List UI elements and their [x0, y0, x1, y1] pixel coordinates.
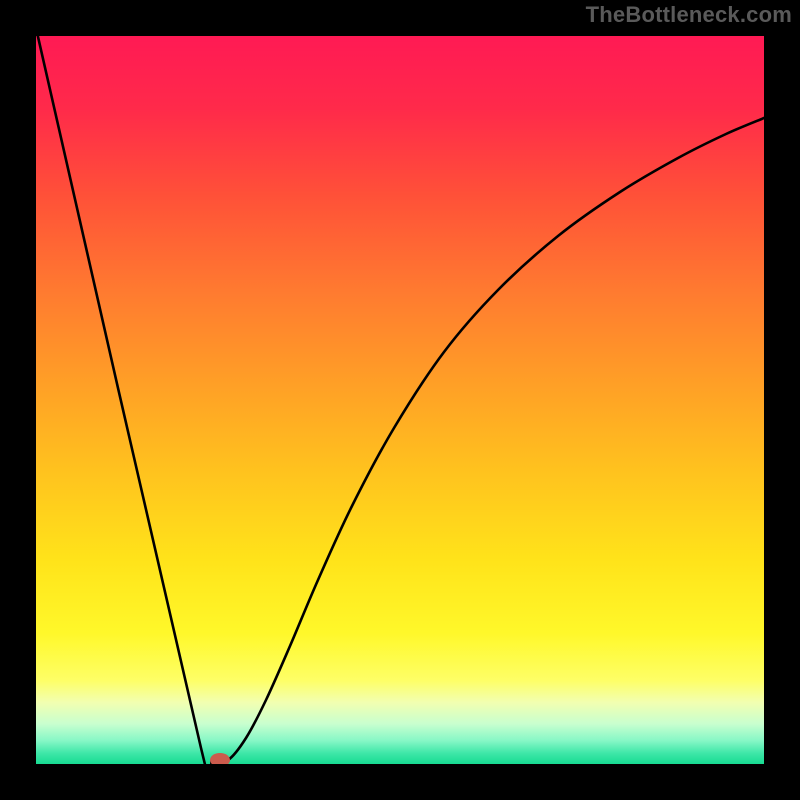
chart-container: TheBottleneck.com	[0, 0, 800, 800]
plot-background	[36, 36, 764, 764]
watermark-text: TheBottleneck.com	[586, 2, 792, 28]
bottleneck-chart	[0, 0, 800, 800]
